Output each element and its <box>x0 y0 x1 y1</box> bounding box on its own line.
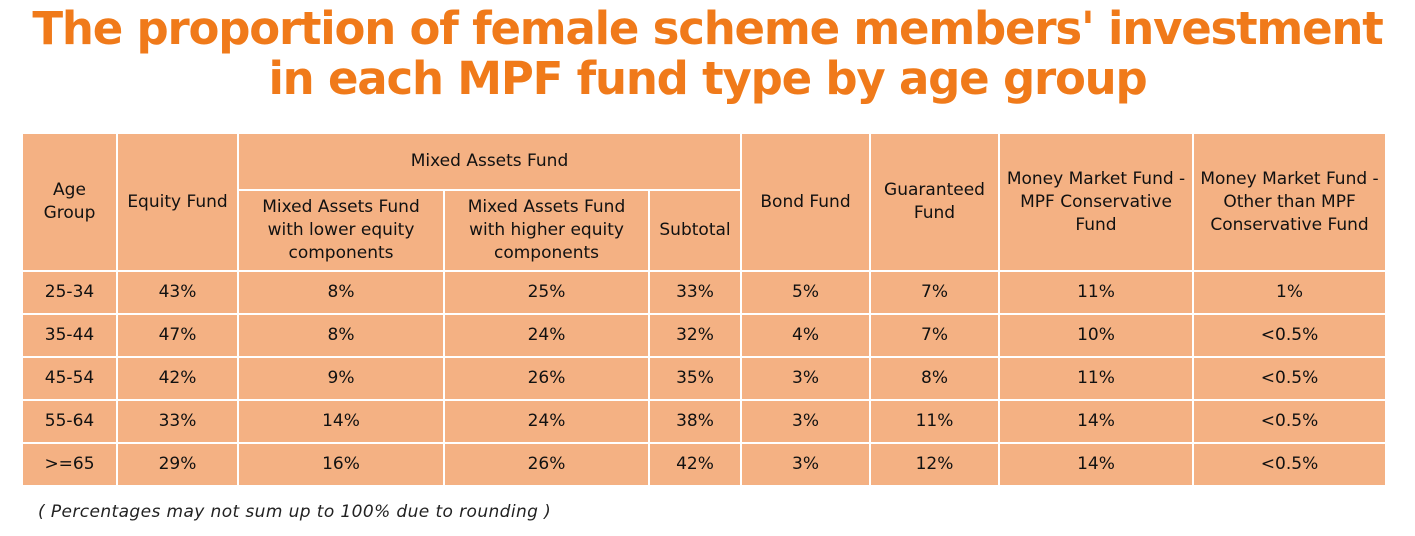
cell-age-group: >=65 <box>21 442 118 487</box>
table-row: 35-44 47% 8% 24% 32% 4% 7% 10% <0.5% <box>21 313 1388 358</box>
header-equity-fund: Equity Fund <box>116 132 239 272</box>
header-guaranteed-fund: Guaranteed Fund <box>869 132 1001 272</box>
chart-title-line-1: The proportion of female scheme members'… <box>32 2 1383 55</box>
table-row: >=65 29% 16% 26% 42% 3% 12% 14% <0.5% <box>21 442 1388 487</box>
cell-mm-other: <0.5% <box>1192 313 1388 358</box>
cell-mixed-subtotal: 33% <box>647 270 743 315</box>
table-row: 55-64 33% 14% 24% 38% 3% 11% 14% <0.5% <box>21 399 1388 444</box>
table-row: 25-34 43% 8% 25% 33% 5% 7% 11% 1% <box>21 270 1388 315</box>
cell-mixed-higher: 26% <box>443 442 650 487</box>
header-money-market-other: Money Market Fund - Other than MPF Conse… <box>1192 132 1388 272</box>
cell-mm-mpf-conservative: 10% <box>998 313 1195 358</box>
cell-mixed-lower: 8% <box>237 270 445 315</box>
cell-bond-fund: 3% <box>740 356 872 401</box>
cell-mixed-subtotal: 35% <box>647 356 743 401</box>
header-age-group: Age Group <box>21 132 118 272</box>
cell-mm-mpf-conservative: 11% <box>998 270 1195 315</box>
chart-title-line-2: in each MPF fund type by age group <box>268 52 1147 105</box>
cell-mm-other: <0.5% <box>1192 356 1388 401</box>
cell-mixed-higher: 25% <box>443 270 650 315</box>
cell-mixed-higher: 26% <box>443 356 650 401</box>
header-mixed-assets-fund: Mixed Assets Fund <box>236 132 743 191</box>
cell-mixed-subtotal: 38% <box>647 399 743 444</box>
header-mixed-lower-equity: Mixed Assets Fund with lower equity comp… <box>237 189 445 272</box>
cell-guaranteed-fund: 8% <box>869 356 1001 401</box>
cell-mixed-higher: 24% <box>443 399 650 444</box>
cell-mm-mpf-conservative: 11% <box>998 356 1195 401</box>
cell-guaranteed-fund: 12% <box>869 442 1001 487</box>
cell-mm-other: <0.5% <box>1192 399 1388 444</box>
cell-guaranteed-fund: 11% <box>869 399 1001 444</box>
cell-mixed-lower: 9% <box>237 356 445 401</box>
cell-equity-fund: 29% <box>116 442 239 487</box>
fund-proportion-table: Age Group Equity Fund Mixed Assets Fund … <box>21 132 1388 487</box>
cell-mm-other: <0.5% <box>1192 442 1388 487</box>
table-body: 25-34 43% 8% 25% 33% 5% 7% 11% 1% 35-44 47% 8% 24% 32… <box>21 270 1388 487</box>
cell-bond-fund: 3% <box>740 442 872 487</box>
cell-mixed-lower: 16% <box>237 442 445 487</box>
chart-title: The proportion of female scheme members'… <box>0 4 1415 104</box>
table-row: 45-54 42% 9% 26% 35% 3% 8% 11% <0.5% <box>21 356 1388 401</box>
header-money-market-mpf-conservative: Money Market Fund - MPF Conservative Fun… <box>998 132 1195 272</box>
cell-mixed-subtotal: 42% <box>647 442 743 487</box>
cell-mixed-lower: 14% <box>237 399 445 444</box>
cell-bond-fund: 3% <box>740 399 872 444</box>
cell-mm-mpf-conservative: 14% <box>998 399 1195 444</box>
footnote: ( Percentages may not sum up to 100% due… <box>38 502 552 522</box>
cell-equity-fund: 42% <box>116 356 239 401</box>
cell-bond-fund: 5% <box>740 270 872 315</box>
header-mixed-higher-equity: Mixed Assets Fund with higher equity com… <box>443 189 650 272</box>
cell-age-group: 25-34 <box>21 270 118 315</box>
cell-equity-fund: 47% <box>116 313 239 358</box>
cell-equity-fund: 33% <box>116 399 239 444</box>
cell-bond-fund: 4% <box>740 313 872 358</box>
header-bond-fund: Bond Fund <box>740 132 872 272</box>
cell-age-group: 35-44 <box>21 313 118 358</box>
cell-mixed-lower: 8% <box>237 313 445 358</box>
cell-mixed-higher: 24% <box>443 313 650 358</box>
cell-age-group: 45-54 <box>21 356 118 401</box>
cell-guaranteed-fund: 7% <box>869 313 1001 358</box>
cell-guaranteed-fund: 7% <box>869 270 1001 315</box>
table-header-row-1: Age Group Equity Fund Mixed Assets Fund … <box>21 132 1388 272</box>
cell-age-group: 55-64 <box>21 399 118 444</box>
cell-equity-fund: 43% <box>116 270 239 315</box>
cell-mixed-subtotal: 32% <box>647 313 743 358</box>
table-header-row-2: Mixed Assets Fund with lower equity comp… <box>22 189 1386 272</box>
cell-mm-mpf-conservative: 14% <box>998 442 1195 487</box>
header-mixed-subtotal: Subtotal <box>647 189 743 272</box>
cell-mm-other: 1% <box>1192 270 1388 315</box>
